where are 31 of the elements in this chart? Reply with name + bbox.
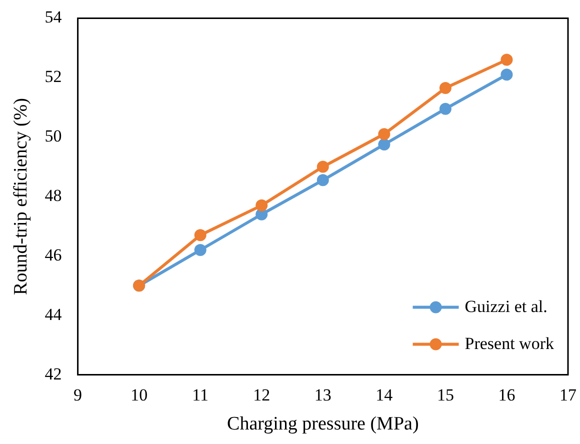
point [378, 128, 390, 140]
y-axis-title: Round-trip efficiency (%) [10, 98, 32, 295]
y-tick-label: 54 [44, 8, 62, 27]
y-tick-label: 50 [44, 126, 62, 146]
x-tick-label: 16 [498, 385, 516, 404]
point [500, 68, 513, 81]
x-tick-label: 10 [130, 385, 148, 404]
x-axis-title: Charging pressure (MPa) [227, 414, 419, 435]
x-tick-label: 9 [74, 385, 82, 404]
point [316, 160, 329, 173]
y-tick-label: 52 [44, 67, 62, 86]
legend-label: Present work [464, 334, 554, 353]
x-tick-label: 13 [314, 385, 332, 404]
point [194, 229, 206, 242]
point [378, 138, 390, 150]
x-tick-label: 14 [376, 385, 394, 404]
point [439, 102, 452, 115]
y-tick-label: 42 [44, 364, 62, 384]
point [500, 54, 513, 66]
y-tick-label: 46 [44, 245, 62, 264]
x-tick-label: 11 [192, 385, 209, 404]
point [316, 174, 329, 186]
y-tick-label: 48 [44, 186, 62, 205]
x-tick-label: 15 [436, 385, 454, 404]
x-tick-label: 12 [253, 385, 270, 404]
point [256, 199, 268, 212]
x-tick-label: 17 [560, 385, 577, 404]
legend-label: Guizzi et al. [464, 296, 548, 316]
point [439, 82, 452, 94]
y-tick-label: 44 [44, 304, 62, 324]
point [194, 244, 206, 256]
